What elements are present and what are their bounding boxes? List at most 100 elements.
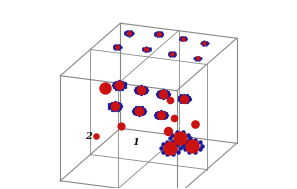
Point — [179, 39, 184, 42]
Point — [158, 31, 163, 34]
Point — [118, 103, 122, 106]
Point — [141, 92, 146, 95]
Point — [137, 107, 141, 110]
Point — [138, 84, 143, 88]
Point — [163, 89, 168, 92]
Point — [164, 115, 168, 118]
Point — [160, 95, 165, 98]
Point — [124, 30, 129, 33]
Text: 2: 2 — [86, 132, 92, 141]
Text: 1: 1 — [132, 138, 139, 147]
Point — [199, 42, 204, 45]
Point — [111, 45, 116, 48]
Point — [182, 97, 187, 100]
Point — [175, 131, 180, 134]
Point — [184, 37, 189, 40]
Point — [127, 34, 131, 37]
Point — [140, 108, 144, 111]
Point — [140, 106, 145, 109]
Point — [153, 32, 157, 35]
Point — [159, 34, 164, 37]
Point — [132, 88, 137, 91]
Point — [122, 32, 127, 35]
Point — [114, 85, 119, 88]
Point — [160, 96, 165, 99]
Point — [117, 88, 122, 91]
Point — [142, 50, 147, 53]
Point — [112, 107, 117, 110]
Point — [163, 96, 168, 99]
Point — [160, 33, 165, 36]
Point — [114, 83, 119, 86]
Point — [115, 101, 120, 105]
Point — [167, 98, 172, 101]
Point — [172, 117, 176, 120]
Point — [193, 138, 198, 141]
Point — [123, 31, 128, 34]
Point — [179, 98, 184, 101]
Point — [182, 39, 187, 42]
Point — [135, 92, 140, 95]
Point — [110, 106, 114, 109]
Point — [171, 54, 176, 57]
Point — [143, 109, 148, 112]
Point — [144, 46, 149, 49]
Point — [167, 93, 171, 96]
Point — [137, 105, 141, 108]
Point — [144, 88, 149, 91]
Point — [166, 91, 170, 94]
Point — [180, 144, 185, 147]
Point — [175, 143, 180, 146]
Point — [117, 47, 121, 50]
Point — [112, 86, 116, 89]
Point — [165, 113, 169, 116]
Point — [135, 85, 140, 88]
Point — [188, 137, 192, 140]
Point — [179, 94, 184, 97]
Point — [111, 84, 116, 87]
Point — [157, 89, 162, 92]
Point — [184, 96, 189, 99]
Point — [109, 108, 114, 111]
Point — [173, 53, 177, 57]
Point — [186, 133, 190, 136]
Point — [119, 125, 124, 128]
Point — [134, 110, 139, 113]
Point — [171, 141, 176, 144]
Point — [102, 86, 107, 89]
Point — [160, 91, 165, 94]
Point — [160, 93, 165, 96]
Point — [142, 111, 147, 114]
Point — [107, 103, 112, 106]
Point — [200, 40, 205, 43]
Point — [118, 46, 123, 50]
Point — [112, 105, 117, 108]
Point — [140, 113, 145, 116]
Point — [199, 41, 204, 44]
Point — [184, 36, 188, 39]
Point — [181, 143, 186, 146]
Point — [147, 49, 152, 52]
Point — [165, 141, 170, 144]
Point — [176, 143, 181, 146]
Point — [115, 43, 120, 46]
Point — [123, 33, 128, 36]
Point — [200, 144, 205, 147]
Point — [118, 107, 122, 110]
Point — [94, 135, 99, 138]
Point — [181, 35, 185, 38]
Point — [162, 116, 166, 119]
Point — [112, 44, 116, 47]
Point — [141, 88, 146, 91]
Point — [156, 114, 161, 117]
Point — [144, 48, 149, 51]
Point — [119, 45, 123, 48]
Point — [156, 33, 161, 36]
Point — [109, 101, 114, 105]
Point — [182, 95, 187, 98]
Point — [184, 98, 189, 101]
Point — [158, 91, 162, 94]
Point — [173, 52, 177, 55]
Point — [187, 138, 192, 141]
Point — [128, 34, 133, 37]
